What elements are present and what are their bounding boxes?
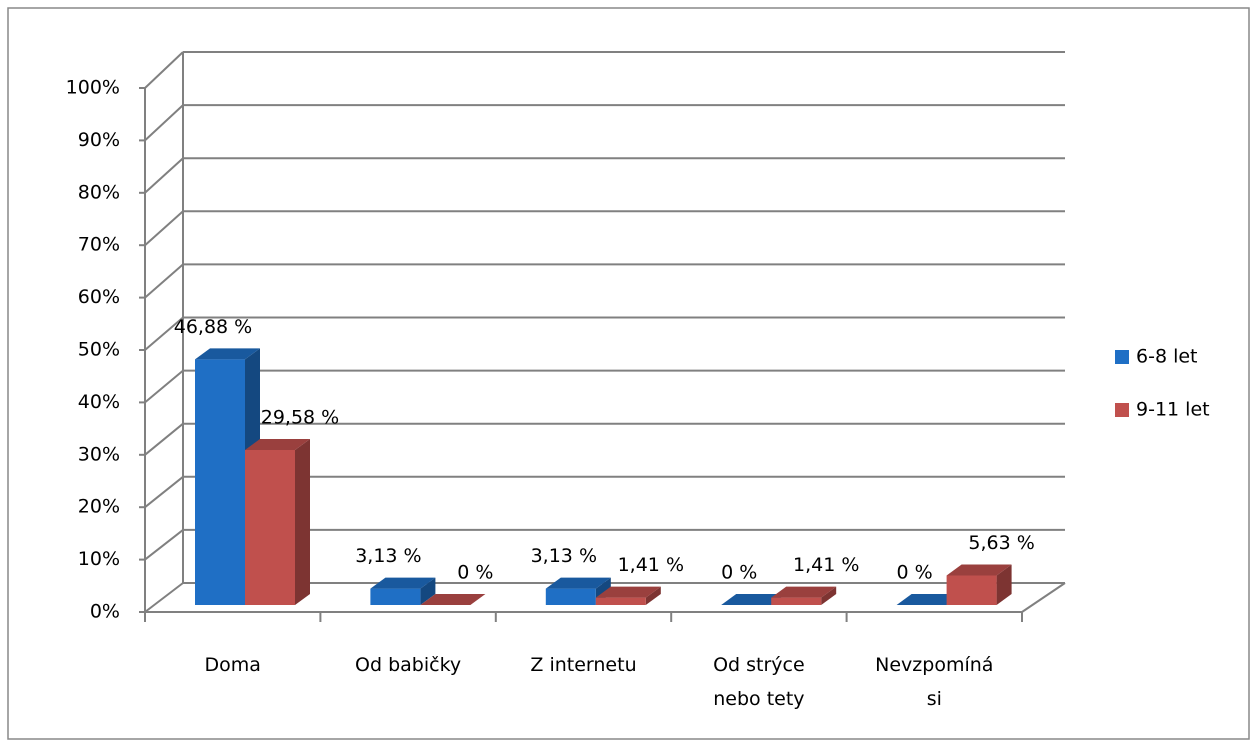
y-tick-label: 80% xyxy=(78,181,120,203)
data-label: 3,13 % xyxy=(355,545,421,567)
grid-diagonal xyxy=(144,582,184,613)
y-tick-label: 10% xyxy=(78,548,120,570)
y-tick-label: 50% xyxy=(78,339,120,361)
bar xyxy=(595,597,646,605)
legend-label: 6-8 let xyxy=(1136,346,1198,368)
data-label: 5,63 % xyxy=(968,532,1034,554)
data-label: 46,88 % xyxy=(174,316,253,338)
x-tick-label: Od babičky xyxy=(355,654,462,676)
bar-top xyxy=(771,586,837,598)
bar xyxy=(370,588,421,605)
x-tick-label: Z internetu xyxy=(530,654,637,676)
y-tick-label: 100% xyxy=(66,77,120,99)
grid-diagonal xyxy=(144,476,184,508)
data-label: 0 % xyxy=(897,562,933,584)
bar-top xyxy=(245,439,310,451)
grid-diagonal xyxy=(144,104,184,142)
x-tick-label: Nevzpomíná si xyxy=(875,654,994,710)
bar-side xyxy=(821,586,837,605)
y-tick-label: 90% xyxy=(78,129,120,151)
bar xyxy=(245,450,295,605)
grid-diagonal xyxy=(144,157,184,194)
legend-label: 9-11 let xyxy=(1136,399,1210,421)
data-label: 1,41 % xyxy=(793,554,859,576)
floor-right xyxy=(1021,582,1066,613)
bar-top xyxy=(595,586,661,598)
bar-top xyxy=(946,564,1012,576)
legend-swatch xyxy=(1115,350,1129,364)
bar xyxy=(946,575,997,605)
x-tick-label: Od strýce nebo tety xyxy=(713,654,805,710)
bar-top xyxy=(420,594,486,605)
grid-diagonal xyxy=(144,422,184,456)
chart-border xyxy=(7,7,1250,740)
bar xyxy=(545,588,596,605)
bar-side xyxy=(996,564,1012,605)
y-tick-label: 0% xyxy=(90,601,120,623)
grid-diagonal xyxy=(144,529,184,561)
grid-diagonal xyxy=(144,369,184,404)
x-tick-label: Doma xyxy=(204,654,261,676)
grid-diagonal xyxy=(144,210,184,246)
bar-top xyxy=(721,594,787,605)
bar xyxy=(195,359,245,605)
grid-diagonal xyxy=(144,316,184,351)
bar-side xyxy=(295,439,310,605)
y-tick-label: 40% xyxy=(78,391,120,413)
bar-top xyxy=(545,577,611,589)
bar-top xyxy=(195,348,260,360)
data-label: 0 % xyxy=(721,562,757,584)
data-label: 3,13 % xyxy=(531,545,597,567)
data-label: 1,41 % xyxy=(618,554,684,576)
data-label: 29,58 % xyxy=(261,407,340,429)
data-label: 0 % xyxy=(457,562,493,584)
y-tick-label: 20% xyxy=(78,496,120,518)
grid-diagonal xyxy=(144,263,184,299)
bar-top xyxy=(896,594,962,605)
y-tick-label: 70% xyxy=(78,234,120,256)
legend-swatch xyxy=(1115,403,1129,417)
bar-side xyxy=(420,577,436,605)
grid-diagonal xyxy=(144,51,184,89)
bar xyxy=(771,597,822,605)
y-tick-label: 30% xyxy=(78,443,120,465)
bar-side xyxy=(645,586,661,605)
y-tick-label: 60% xyxy=(78,286,120,308)
bar-top xyxy=(370,577,436,589)
